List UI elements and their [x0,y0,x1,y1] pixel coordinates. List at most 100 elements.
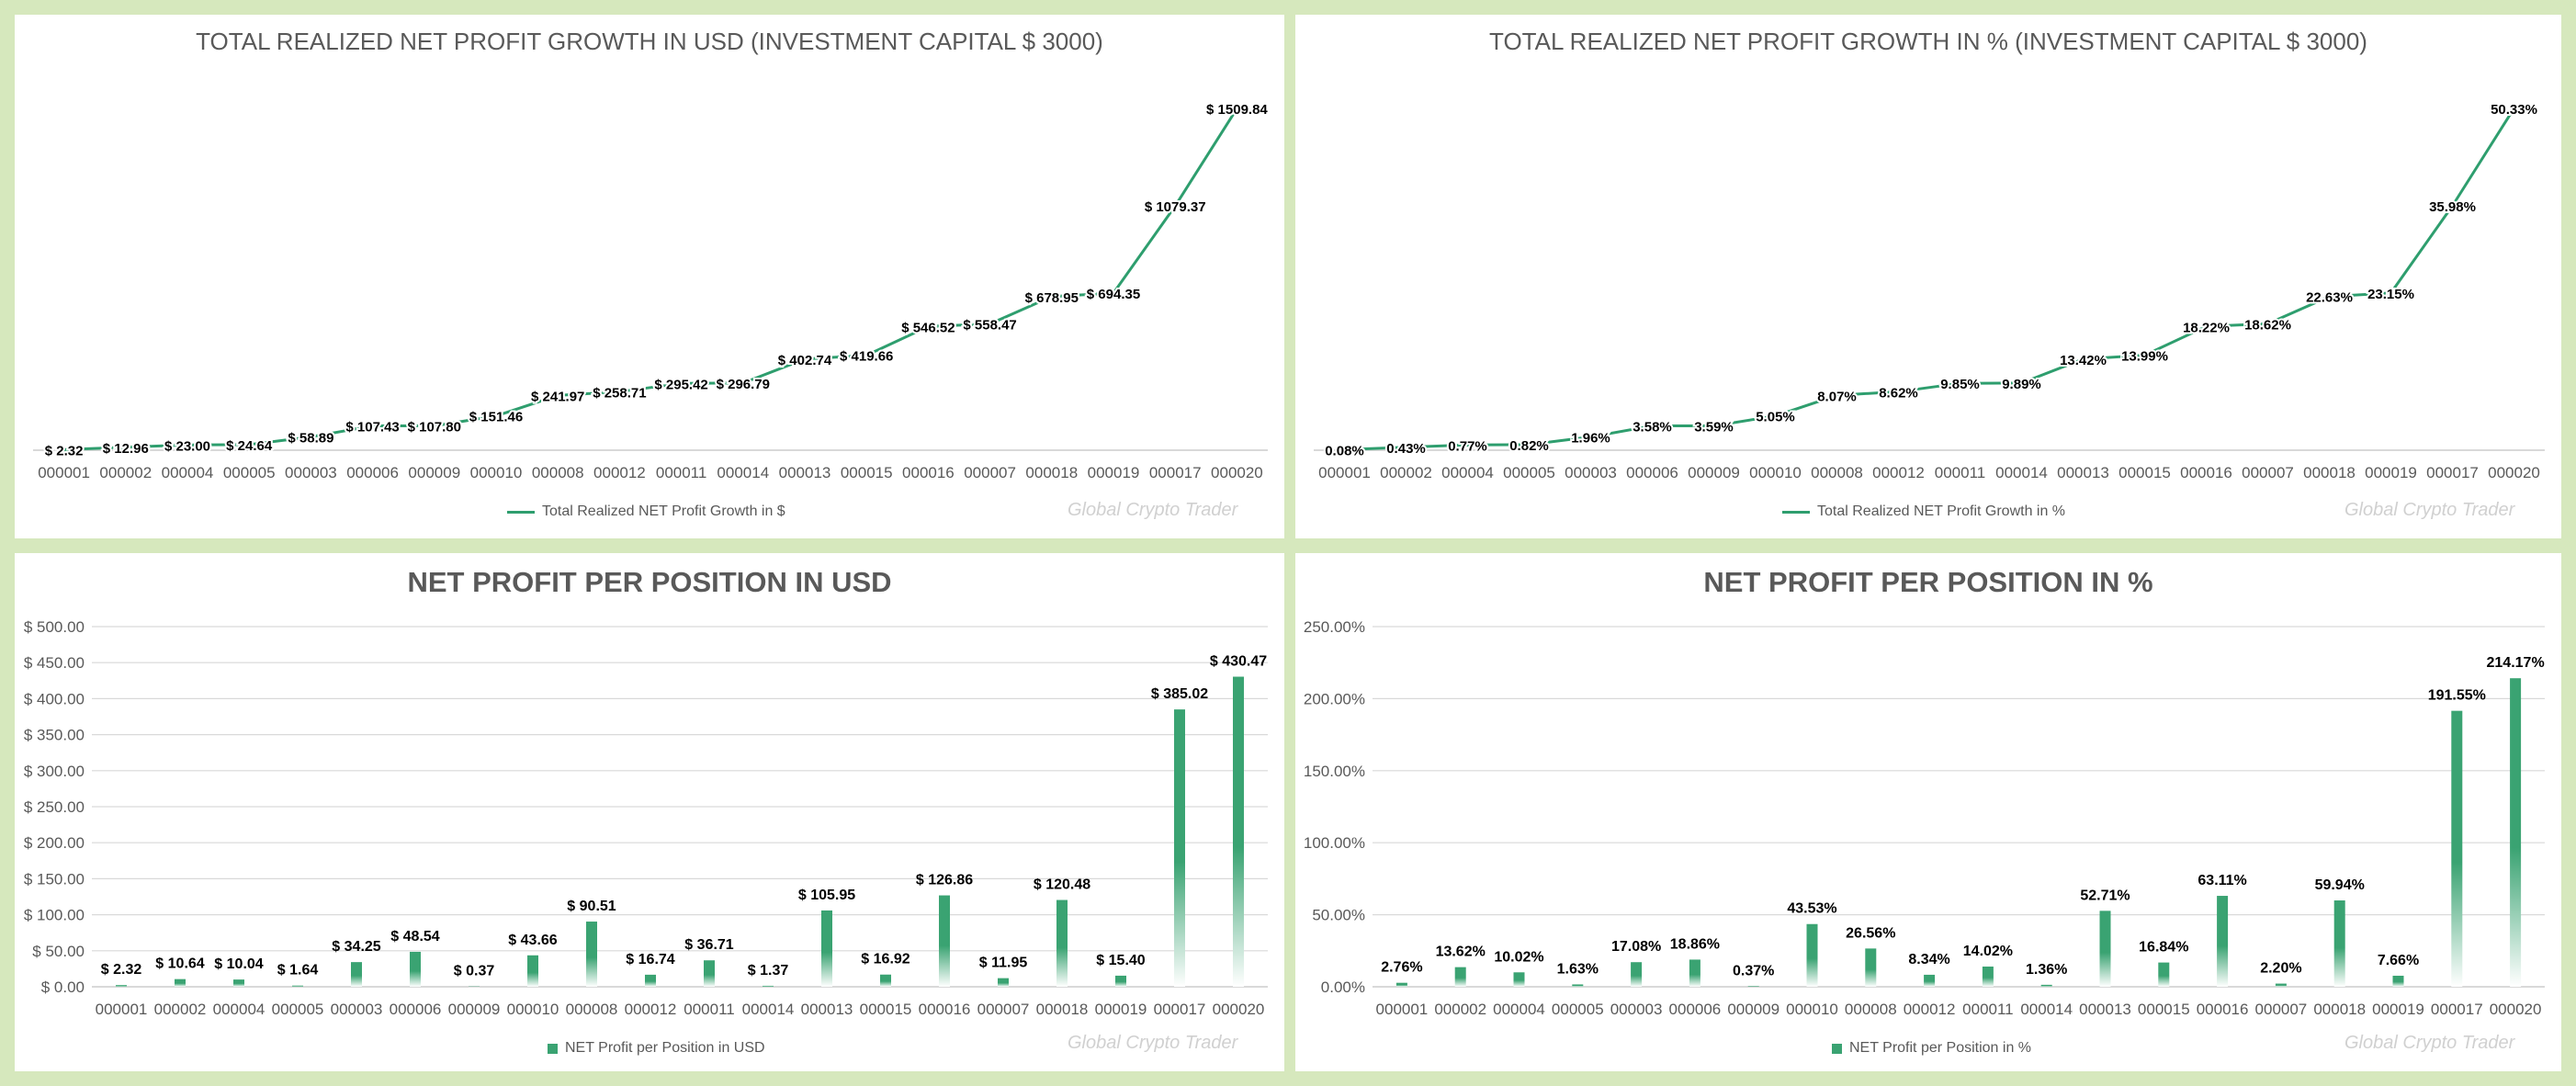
bar [1395,982,1407,987]
data-point [370,424,375,428]
x-tick-label: 000003 [1565,464,1617,481]
x-tick-label: 000014 [717,464,769,481]
x-tick-label: 000007 [964,464,1016,481]
data-label: $ 1509.84 [1206,102,1268,118]
data-label: $ 10.04 [214,956,263,972]
bar [1631,962,1643,987]
data-label: $ 107.80 [408,419,461,435]
x-tick-label: 000015 [860,1001,912,1018]
bar [2217,896,2229,987]
data-point [1527,442,1531,447]
bar [2040,984,2052,987]
data-label: 18.86% [1670,936,1720,952]
pct-per-position-chart-panel: NET PROFIT PER POSITION IN % 0.00% 50.00%… [1295,553,2561,1071]
usd-growth-chart-panel: TOTAL REALIZED NET PROFIT GROWTH IN USD … [15,15,1284,538]
data-label: 18.22% [2183,320,2230,335]
bar [645,974,656,987]
y-tick-label: $ 250.00 [24,798,85,816]
bar [351,962,362,987]
data-label: $ 0.37 [454,964,495,979]
data-point [679,381,684,386]
data-label: $ 558.47 [963,317,1016,333]
data-label: $ 546.52 [901,320,955,335]
bar [1806,923,1818,987]
data-point [1835,393,1839,398]
data-label: 8.07% [1817,389,1857,404]
chart-title: NET PROFIT PER POSITION IN % [1703,566,2153,598]
pct-growth-line-chart: 0.08% 000001 0.43% 000002 0.77% 000004 0.82% 00… [1314,100,2545,481]
data-label: $ 2.32 [45,443,84,458]
x-tick-label: 000016 [2180,464,2232,481]
data-label: 8.62% [1879,385,1918,401]
x-tick-label: 000001 [1376,1001,1429,1018]
y-tick-label: $ 350.00 [24,727,85,744]
x-tick-label: 000016 [902,464,955,481]
x-tick-label: 000006 [390,1001,442,1018]
legend-label: Total Realized NET Profit Growth in $ [542,503,785,519]
bar [1572,984,1584,987]
data-point [1049,294,1054,299]
data-label: $ 1.37 [748,963,789,979]
y-tick-label: 0.00% [1321,979,1365,996]
y-tick-label: 250.00% [1304,618,1365,636]
bar [763,985,774,987]
data-point [2204,324,2209,329]
data-label: $ 694.35 [1087,287,1140,302]
x-tick-label: 000012 [1872,464,1925,481]
x-tick-label: 000020 [2488,464,2540,481]
bar [116,985,127,987]
data-label: 52.71% [2080,888,2130,903]
bar [1174,709,1185,987]
y-tick-label: 50.00% [1312,907,1365,924]
x-tick-label: 000011 [1935,464,1985,481]
bar [2275,983,2287,987]
data-label: $ 385.02 [1151,686,1208,702]
legend-label: NET Profit per Position in % [1849,1040,2032,1056]
data-point [556,393,560,398]
y-tick-label: $ 500.00 [24,618,85,636]
series-line [1344,107,2515,451]
data-label: 9.85% [1940,377,1980,392]
data-point [1773,413,1778,418]
x-tick-label: 000005 [1552,1001,1604,1018]
data-label: $ 105.95 [798,888,855,903]
bar [233,979,244,987]
data-label: $ 402.74 [778,353,832,368]
bar [2510,678,2522,987]
data-label: $ 10.64 [155,956,204,972]
data-label: 214.17% [2487,655,2545,671]
bar [410,951,421,987]
bar [998,978,1009,987]
x-tick-label: 000017 [1149,464,1202,481]
x-tick-label: 000016 [2197,1001,2249,1018]
legend-line-swatch [1782,510,1810,514]
data-label: 1.63% [1557,961,1599,977]
x-tick-label: 000019 [2365,464,2417,481]
data-label: $ 48.54 [390,929,439,945]
data-label: $ 430.47 [1210,654,1267,670]
x-tick-label: 000010 [470,464,523,481]
bar [1924,974,1936,987]
data-point [123,445,128,449]
data-label: $ 1.64 [277,963,319,979]
data-point [1404,445,1408,449]
data-point [1712,424,1716,428]
x-tick-label: 000009 [408,464,460,481]
x-tick-label: 000014 [1995,464,2048,481]
y-tick-label: $ 300.00 [24,763,85,780]
x-tick-label: 000013 [2079,1001,2131,1018]
x-tick-label: 000012 [593,464,646,481]
pct-growth-chart-panel: TOTAL REALIZED NET PROFIT GROWTH IN % (I… [1295,15,2561,538]
x-tick-label: 000011 [1962,1001,2013,1018]
data-label: 18.62% [2244,317,2291,333]
data-label: 50.33% [2491,102,2537,118]
data-point [740,380,745,385]
chart-title: TOTAL REALIZED NET PROFIT GROWTH IN USD … [196,28,1103,55]
data-label: 3.59% [1694,419,1734,435]
x-tick-label: 000014 [2020,1001,2073,1018]
data-point [617,390,622,394]
data-label: 0.08% [1325,443,1364,458]
data-label: 8.34% [1908,952,1949,967]
y-tick-label: 100.00% [1304,834,1365,852]
x-tick-label: 000001 [38,464,90,481]
